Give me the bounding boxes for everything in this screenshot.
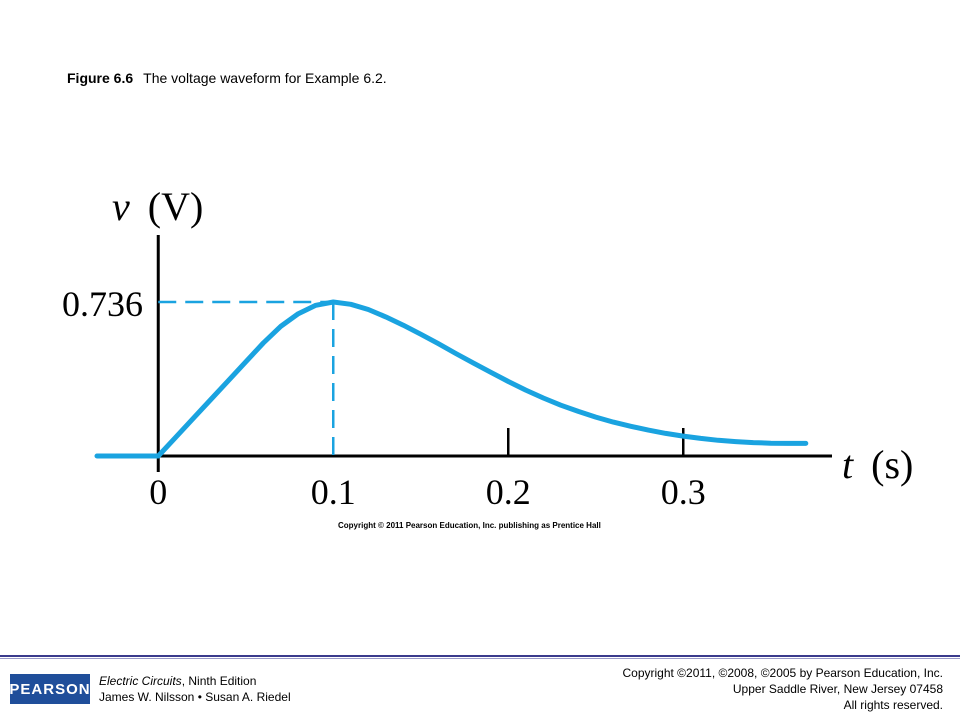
x-axis-label: t (s) bbox=[842, 442, 913, 487]
book-edition: , Ninth Edition bbox=[181, 674, 257, 688]
copyright-notice: Copyright ©2011, ©2008, ©2005 by Pearson… bbox=[622, 665, 943, 713]
figure-number: Figure 6.6 bbox=[67, 70, 134, 86]
y-marked-value-label: 0.736 bbox=[62, 284, 143, 324]
copyright-line-3: All rights reserved. bbox=[843, 698, 943, 712]
book-info: Electric Circuits, Ninth Edition James W… bbox=[99, 673, 291, 705]
figure-caption-text: The voltage waveform for Example 6.2. bbox=[143, 70, 387, 86]
figure-copyright: Copyright © 2011 Pearson Education, Inc.… bbox=[338, 521, 601, 530]
x-tick-label-0: 0 bbox=[149, 472, 167, 512]
footer-divider bbox=[0, 655, 960, 657]
book-title-line: Electric Circuits, Ninth Edition bbox=[99, 673, 291, 689]
x-tick-label-0.3: 0.3 bbox=[661, 472, 706, 512]
copyright-line-1: Copyright ©2011, ©2008, ©2005 by Pearson… bbox=[622, 666, 943, 680]
book-authors: James W. Nilsson • Susan A. Riedel bbox=[99, 690, 291, 704]
y-axis-variable: v bbox=[112, 184, 130, 229]
voltage-waveform-chart: v (V) t (s) 0.736 0 0.1 0.2 0.3 bbox=[62, 184, 913, 512]
y-axis-unit: (V) bbox=[148, 184, 204, 229]
voltage-curve bbox=[94, 299, 809, 459]
pearson-logo: PEARSON bbox=[9, 674, 90, 704]
y-axis-label: v (V) bbox=[112, 184, 203, 229]
figure-caption: Figure 6.6 The voltage waveform for Examp… bbox=[67, 70, 387, 86]
footer-divider-secondary bbox=[0, 658, 960, 659]
x-axis-variable: t bbox=[842, 442, 854, 487]
axes bbox=[156, 235, 832, 472]
x-tick-label-0.1: 0.1 bbox=[311, 472, 356, 512]
copyright-line-2: Upper Saddle River, New Jersey 07458 bbox=[732, 682, 943, 696]
x-axis-unit: (s) bbox=[871, 442, 913, 487]
series-layer bbox=[94, 299, 809, 459]
book-title: Electric Circuits bbox=[99, 674, 182, 688]
x-tick-label-0.2: 0.2 bbox=[486, 472, 531, 512]
axis-labels: v (V) t (s) 0.736 0 0.1 0.2 0.3 bbox=[62, 184, 913, 512]
